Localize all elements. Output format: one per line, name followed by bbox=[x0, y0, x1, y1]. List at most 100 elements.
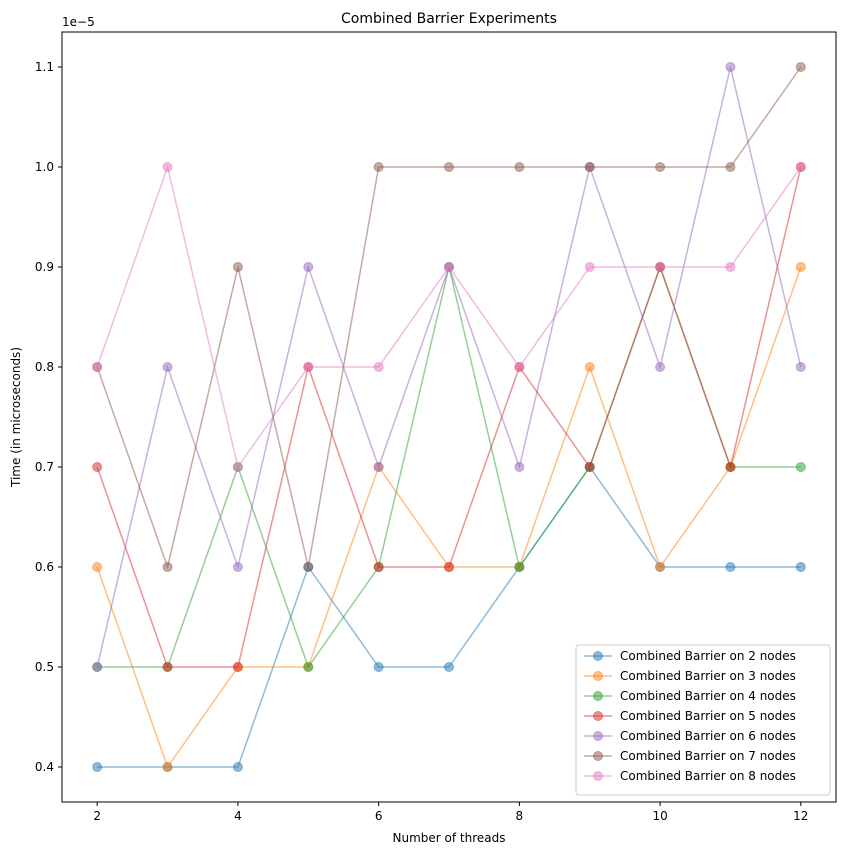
legend-label: Combined Barrier on 8 nodes bbox=[620, 769, 796, 783]
plot-frame bbox=[61, 31, 837, 803]
data-point bbox=[92, 362, 103, 372]
y-tick-label: 0.6 bbox=[35, 560, 54, 574]
x-tick-label: 10 bbox=[652, 809, 667, 823]
data-point bbox=[584, 162, 595, 172]
series-3 bbox=[92, 262, 806, 672]
legend-item: Combined Barrier on 7 nodes bbox=[584, 749, 796, 763]
legend-item: Combined Barrier on 6 nodes bbox=[584, 729, 796, 743]
data-point bbox=[162, 762, 173, 772]
data-point bbox=[655, 262, 666, 272]
data-point bbox=[232, 662, 243, 672]
data-point bbox=[373, 362, 384, 372]
data-point bbox=[232, 262, 243, 272]
series-6 bbox=[92, 62, 806, 572]
data-point bbox=[725, 462, 736, 472]
y-tick-label: 0.4 bbox=[35, 760, 54, 774]
legend-item: Combined Barrier on 2 nodes bbox=[584, 649, 796, 663]
data-point bbox=[303, 362, 314, 372]
data-point bbox=[232, 562, 243, 572]
x-axis-label: Number of threads bbox=[393, 831, 506, 845]
data-point bbox=[92, 662, 103, 672]
y-tick-label: 0.5 bbox=[35, 660, 54, 674]
data-point bbox=[303, 562, 314, 572]
data-point bbox=[795, 562, 806, 572]
data-point bbox=[795, 162, 806, 172]
data-point bbox=[444, 562, 454, 572]
data-point bbox=[444, 662, 454, 672]
data-point bbox=[373, 662, 384, 672]
legend-box bbox=[575, 644, 831, 796]
y-offset-label: 1e−5 bbox=[62, 15, 95, 29]
data-point bbox=[655, 162, 666, 172]
data-point bbox=[725, 162, 736, 172]
legend-marker bbox=[593, 731, 603, 741]
series-line bbox=[96, 164, 802, 469]
data-point bbox=[444, 262, 454, 272]
legend-marker bbox=[593, 711, 603, 721]
data-point bbox=[303, 262, 314, 272]
data-point bbox=[373, 562, 384, 572]
data-point bbox=[444, 162, 454, 172]
axes: 2 4 6 8 10 12 0.4 0.5 0.6 0.7 0.8 0.9 1.0 1.1 bbox=[35, 31, 837, 823]
data-point bbox=[162, 362, 173, 372]
legend-label: Combined Barrier on 7 nodes bbox=[620, 749, 796, 763]
data-point bbox=[795, 62, 806, 72]
data-point bbox=[514, 562, 525, 572]
data-point bbox=[655, 562, 666, 572]
y-axis-label: Time (in microseconds) bbox=[9, 347, 23, 488]
data-point bbox=[92, 462, 103, 472]
data-point bbox=[514, 462, 525, 472]
series-7 bbox=[92, 162, 806, 472]
y-tick-label: 0.8 bbox=[35, 360, 54, 374]
x-tick-label: 4 bbox=[234, 809, 242, 823]
data-point bbox=[584, 462, 595, 472]
data-point bbox=[373, 462, 384, 472]
legend-label: Combined Barrier on 6 nodes bbox=[620, 729, 796, 743]
data-point bbox=[162, 562, 173, 572]
y-tick-label: 1.0 bbox=[35, 160, 54, 174]
legend-label: Combined Barrier on 5 nodes bbox=[620, 709, 796, 723]
data-point bbox=[584, 262, 595, 272]
legend-marker bbox=[593, 691, 603, 701]
x-tick-label: 8 bbox=[516, 809, 524, 823]
legend-item: Combined Barrier on 4 nodes bbox=[584, 689, 796, 703]
legend-marker bbox=[593, 651, 603, 661]
legend-label: Combined Barrier on 4 nodes bbox=[620, 689, 796, 703]
data-point bbox=[795, 262, 806, 272]
data-point bbox=[162, 162, 173, 172]
x-tick-label: 6 bbox=[375, 809, 383, 823]
y-tick-label: 0.9 bbox=[35, 260, 54, 274]
x-tick-label: 2 bbox=[93, 809, 101, 823]
data-point bbox=[725, 262, 736, 272]
data-point bbox=[584, 362, 595, 372]
y-tick-label: 0.7 bbox=[35, 460, 54, 474]
data-point bbox=[92, 762, 103, 772]
data-point bbox=[92, 562, 103, 572]
series-group bbox=[92, 62, 806, 772]
data-point bbox=[795, 462, 806, 472]
data-point bbox=[725, 562, 736, 572]
legend-item: Combined Barrier on 3 nodes bbox=[584, 669, 796, 683]
data-point bbox=[795, 362, 806, 372]
legend-marker bbox=[593, 751, 603, 761]
data-point bbox=[303, 662, 314, 672]
legend-item: Combined Barrier on 5 nodes bbox=[584, 709, 796, 723]
y-tick-label: 1.1 bbox=[35, 60, 54, 74]
legend-marker bbox=[593, 671, 603, 681]
x-tick-label: 12 bbox=[793, 809, 808, 823]
data-point bbox=[232, 762, 243, 772]
legend-marker bbox=[593, 771, 603, 781]
data-point bbox=[162, 662, 173, 672]
legend-label: Combined Barrier on 2 nodes bbox=[620, 649, 796, 663]
data-point bbox=[655, 362, 666, 372]
chart-title: Combined Barrier Experiments bbox=[341, 11, 557, 27]
legend-label: Combined Barrier on 3 nodes bbox=[620, 669, 796, 683]
series-4 bbox=[92, 162, 806, 672]
data-point bbox=[514, 362, 525, 372]
data-point bbox=[232, 462, 243, 472]
data-point bbox=[514, 162, 525, 172]
series-5 bbox=[92, 62, 806, 672]
data-point bbox=[373, 162, 384, 172]
data-point bbox=[725, 62, 736, 72]
